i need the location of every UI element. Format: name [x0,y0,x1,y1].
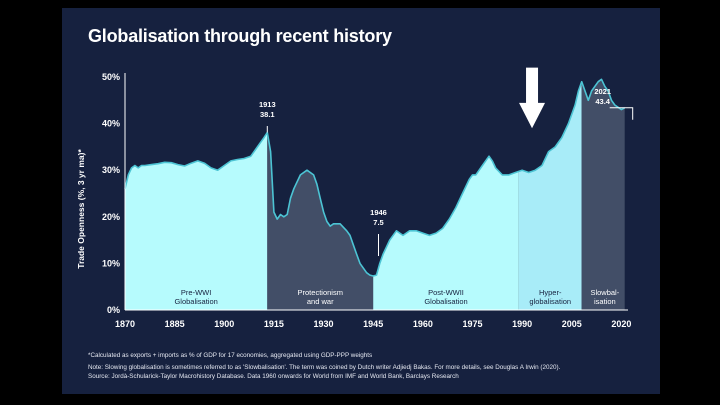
x-tick-label: 2005 [562,319,582,329]
annotation-1946-value: 7.5 [373,218,383,227]
region-area-1 [125,132,268,310]
region-label-line1: Hyper- [539,288,562,297]
down-arrow-icon [519,67,546,129]
y-tick-label: 30% [102,165,120,175]
footnote-calculation: *Calculated as exports + imports as % of… [88,352,373,359]
y-tick-label: 10% [102,258,120,268]
annotation-1946-year: 1946 [370,208,387,217]
region-label-line1: Slowbal- [590,288,619,297]
region-label-line2: globalisation [529,297,571,306]
region-label-line2: Globalisation [174,297,217,306]
y-tick-label: 40% [102,119,120,129]
chart-title: Globalisation through recent history [88,26,392,46]
footnote-source: Source: Jordà-Schularick-Taylor Macrohis… [88,373,459,380]
y-tick-label: 0% [107,305,120,315]
y-tick-label: 50% [102,72,120,82]
region-label-line2: isation [594,297,616,306]
x-tick-label: 1900 [214,319,234,329]
footnote-note: Note: Slowing globalisation is sometimes… [88,364,561,371]
x-tick-label: 1930 [314,319,334,329]
x-tick-label: 1915 [264,319,284,329]
region-area-4 [518,81,582,310]
region-area-3 [373,156,519,310]
region-area-2 [267,132,374,310]
trade-openness-line [124,78,626,277]
x-tick-label: 1960 [413,319,433,329]
area-chart: 0% 10% 20% 30% 40% 50% 1870 1885 1900 1915 1930 194… [102,67,634,329]
x-tick-label: 1885 [165,319,185,329]
annotation-1913-year: 1913 [259,100,276,109]
region-label-line1: Protectionism [298,288,343,297]
region-label-line1: Post-WWII [428,288,464,297]
region-label-line1: Pre-WWI [181,288,211,297]
annotation-2021-value: 43.4 [595,97,610,106]
region-label-line2: Globalisation [424,297,467,306]
region-label-line2: and war [307,297,334,306]
annotation-1913-value: 38.1 [260,110,275,119]
x-tick-label: 1975 [462,319,482,329]
y-tick-label: 20% [102,212,120,222]
annotation-2021-year: 2021 [594,87,611,96]
region-area-5 [581,79,625,310]
x-tick-label: 2020 [611,319,631,329]
annotation-2021-leader [609,107,634,120]
x-tick-label: 1945 [363,319,383,329]
chart-panel: Globalisation through recent history Tra… [62,8,660,394]
x-tick-label: 1990 [512,319,532,329]
x-tick-label: 1870 [115,319,135,329]
